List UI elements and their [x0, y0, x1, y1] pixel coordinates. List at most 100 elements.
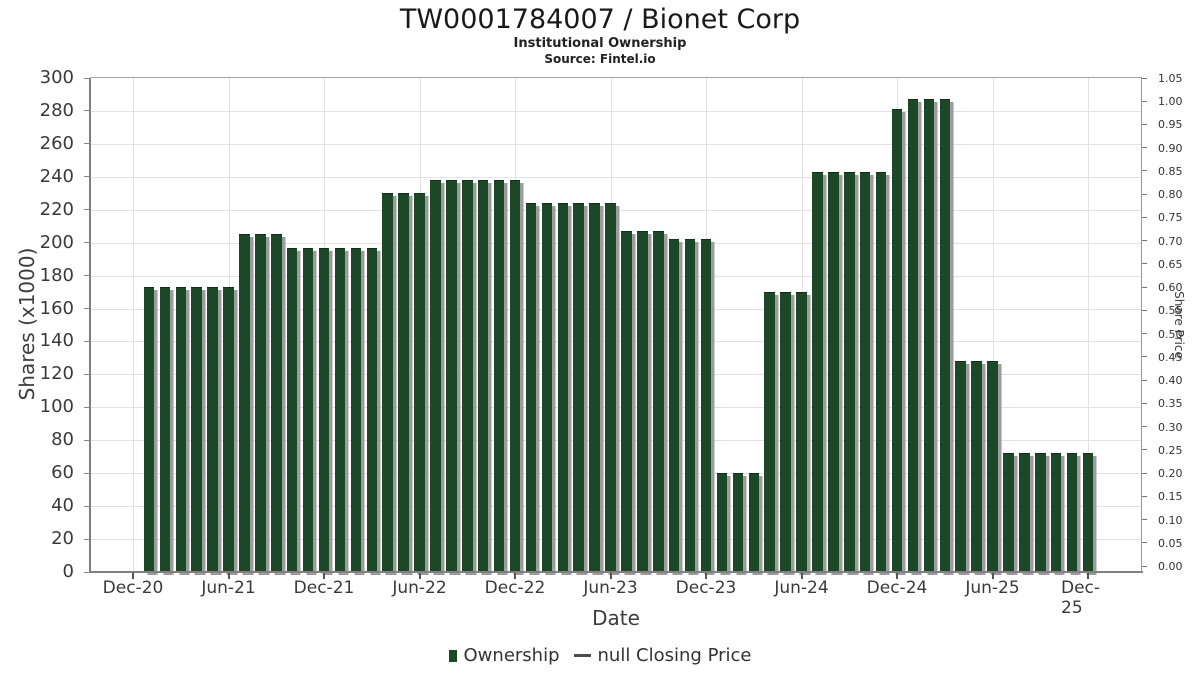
y-axis-right-tick-mark [1142, 77, 1147, 79]
y-axis-right-tick-label: 0.45 [1158, 350, 1183, 364]
x-axis-tick-label: Jun-23 [583, 578, 638, 598]
bar [987, 361, 998, 572]
plot-area [90, 78, 1142, 572]
y-axis-right-tick-mark [1142, 193, 1147, 195]
y-axis-right-tick-label: 0.95 [1158, 118, 1183, 132]
y-axis-left-tick-mark [84, 110, 90, 112]
y-axis-left-tick-label: 40 [51, 495, 74, 517]
y-axis-right-tick-label: 1.00 [1158, 95, 1183, 109]
x-axis-tick-mark [418, 573, 421, 579]
y-axis-left-tick-label: 160 [39, 297, 74, 319]
x-axis-line [88, 571, 1143, 573]
x-axis-tick-mark [896, 573, 898, 579]
y-axis-right-tick-label: 0.50 [1158, 327, 1183, 341]
y-axis-right-tick-label: 0.85 [1158, 164, 1183, 178]
bar [637, 231, 648, 572]
x-axis-tick-label: Dec-20 [102, 578, 164, 598]
y-axis-right-tick-mark [1142, 100, 1147, 102]
bar [971, 361, 982, 572]
bar [907, 99, 919, 572]
y-axis-left-tick-mark [84, 209, 90, 211]
grid-line-horizontal [90, 143, 1142, 145]
y-axis-right-tick-mark [1142, 263, 1147, 265]
y-axis-left-tick-mark [84, 439, 90, 441]
y-axis-left-tick-mark [84, 538, 90, 540]
bar [223, 287, 234, 572]
y-axis-right-tick-label: 0.70 [1158, 234, 1183, 248]
y-axis-right-tick-label: 0.30 [1158, 420, 1183, 434]
y-axis-right-tick-label: 0.20 [1158, 467, 1183, 481]
y-axis-left-tick-mark [84, 340, 90, 342]
ownership-series-marker-icon [448, 649, 457, 662]
legend-label-closing-price: null Closing Price [597, 645, 752, 666]
y-axis-right-tick-mark [1142, 170, 1147, 172]
y-axis-left-tick-label: 60 [51, 462, 74, 484]
legend: Ownership null Closing Price [0, 645, 1200, 666]
chart-source: Source: Fintel.io [544, 52, 656, 66]
x-axis-tick-label: Dec-24 [866, 578, 928, 598]
y-axis-left-tick-label: 180 [39, 264, 74, 286]
y-axis-right-title: Share Price [1172, 291, 1186, 359]
bar [732, 473, 744, 572]
grid-line-horizontal [90, 440, 1142, 442]
bar [302, 247, 314, 572]
y-axis-left-tick-label: 240 [39, 165, 74, 187]
grid-line-horizontal [90, 275, 1142, 277]
y-axis-right-tick-mark [1142, 402, 1147, 404]
bar [1003, 453, 1014, 572]
y-axis-right-tick-mark [1142, 333, 1147, 335]
bar [621, 231, 632, 572]
y-axis-right-tick-label: 0.10 [1158, 513, 1183, 527]
bar [1019, 453, 1030, 572]
y-axis-right-tick-label: 0.80 [1158, 188, 1183, 202]
bar [764, 292, 775, 572]
y-axis-left-tick-mark [84, 373, 90, 375]
y-axis-left-tick-label: 0 [62, 561, 74, 582]
y-axis-left-tick-label: 80 [51, 429, 74, 451]
y-axis-right-tick-label: 0.15 [1158, 490, 1183, 504]
x-axis-labels: Dec-20 Jun-21 Dec-21 Jun-22 Dec-22 Jun-23 Dec-… [90, 578, 1142, 618]
legend-item-ownership[interactable]: Ownership [448, 645, 560, 666]
y-axis-left-tick-mark [84, 143, 90, 145]
y-axis-left-line [88, 78, 91, 572]
bar [350, 247, 362, 572]
bar [1050, 453, 1062, 572]
bar [414, 193, 425, 572]
legend-item-closing-price[interactable]: null Closing Price [573, 645, 752, 666]
y-axis-right-tick-mark [1142, 309, 1147, 311]
grid-line-horizontal [90, 539, 1142, 541]
y-axis-left-tick-label: 260 [39, 132, 74, 154]
y-axis-right-tick-mark [1142, 426, 1147, 428]
bar [509, 180, 521, 572]
x-axis-tick-label: Dec-23 [675, 578, 737, 598]
y-axis-left-tick-mark [84, 275, 90, 277]
x-axis-tick-mark [514, 573, 516, 579]
bar [891, 109, 903, 572]
bar [955, 361, 966, 572]
bar [477, 180, 489, 572]
y-axis-left-tick-mark [84, 176, 90, 178]
y-axis-left-labels: 0 20 40 60 80 100 120 140 160 180 200 220 240 260 280 3… [0, 68, 84, 582]
bar [446, 180, 457, 572]
y-axis-right-tick-mark [1142, 519, 1147, 521]
y-axis-right-tick-label: 0.35 [1158, 397, 1183, 411]
closing-price-series-marker-icon [573, 654, 591, 657]
chart-title: TW0001784007 / Bionet Corp [399, 4, 801, 35]
y-axis-right-tick-mark [1142, 286, 1147, 288]
bar [541, 203, 553, 572]
y-axis-left-tick-label: 120 [39, 363, 74, 385]
bar [605, 203, 616, 572]
y-axis-right-tick-label: 0.05 [1158, 536, 1183, 550]
bar [875, 171, 887, 572]
grid-line-vertical [1088, 78, 1089, 572]
y-axis-left-tick-mark [84, 571, 90, 573]
grid-line-horizontal [90, 506, 1142, 508]
bar [859, 171, 871, 572]
y-axis-left-tick-mark [84, 505, 90, 507]
y-axis-right-tick-mark [1142, 495, 1147, 497]
x-axis-ticks [90, 573, 1142, 580]
bar [159, 287, 171, 572]
bar [828, 171, 839, 572]
bar [334, 247, 346, 572]
y-axis-right-ticks [1142, 77, 1147, 578]
